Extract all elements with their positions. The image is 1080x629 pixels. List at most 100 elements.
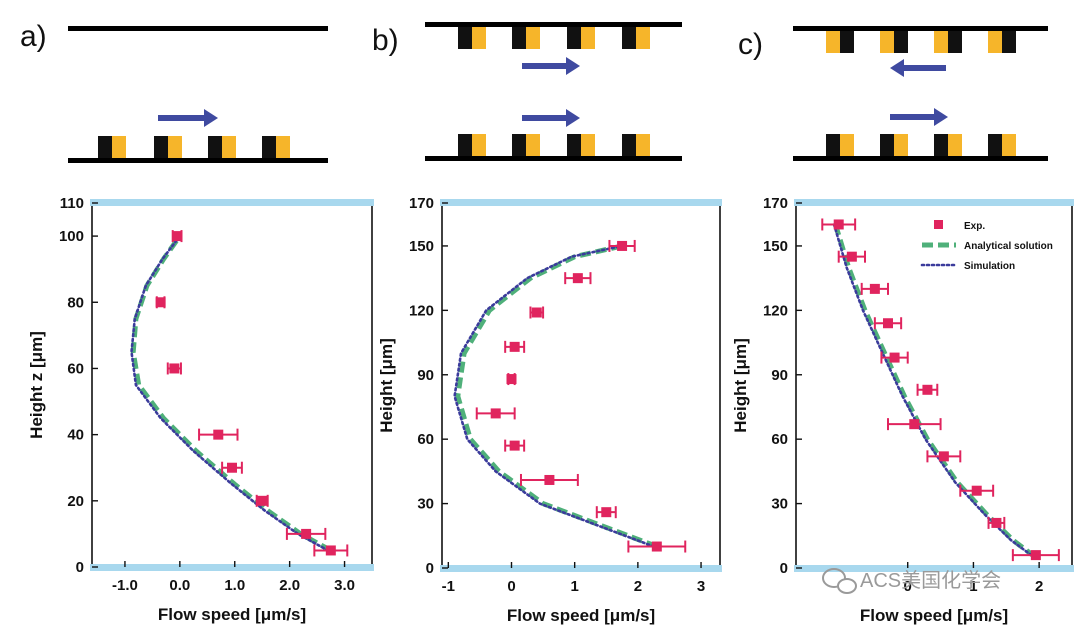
bottom-stripe-1-right xyxy=(472,134,486,156)
y-tick-label: 110 xyxy=(60,195,84,212)
exp-data-point xyxy=(922,384,933,395)
bottom-stripe-3-left xyxy=(208,136,222,158)
top-frame-bar xyxy=(794,199,1074,206)
top-stripe-3-left xyxy=(934,31,948,53)
y-tick-label: 0 xyxy=(426,560,434,577)
wechat-icon xyxy=(822,568,857,594)
exp-data-point xyxy=(909,419,920,430)
simulation-curve xyxy=(453,244,655,548)
bottom-stripe-2-right xyxy=(526,134,540,156)
x-tick-label: 3 xyxy=(697,578,705,595)
exp-data-point xyxy=(833,219,844,230)
bottom-stripe-3-right xyxy=(581,134,595,156)
wechat-icon-bubble-small xyxy=(837,578,857,594)
top-stripe-2-left xyxy=(880,31,894,53)
exp-data-point xyxy=(213,429,224,440)
bottom-flow-arrow-head xyxy=(204,109,218,127)
y-tick-label: 100 xyxy=(59,228,84,245)
exp-data-point xyxy=(1030,550,1041,561)
analytical-solution-curve xyxy=(455,243,658,549)
top-stripe-1-right xyxy=(472,27,486,49)
analytical-solution-curve xyxy=(130,234,333,553)
bottom-stripe-4-right xyxy=(276,136,290,158)
top-wall xyxy=(425,22,682,27)
bottom-frame-bar xyxy=(440,565,722,572)
simulation-curve xyxy=(130,234,330,552)
exp-data-point xyxy=(506,374,517,385)
exp-data-point xyxy=(883,318,893,329)
top-stripe-2-right xyxy=(526,27,540,49)
top-stripe-1-left xyxy=(458,27,472,49)
x-tick-label: -1 xyxy=(442,578,455,595)
x-axis-label: Flow speed [μm/s] xyxy=(507,606,655,625)
bottom-stripe-4-left xyxy=(622,134,636,156)
top-flow-arrow-head xyxy=(890,59,904,77)
exp-data-point xyxy=(651,541,662,552)
exp-data-point xyxy=(155,297,166,308)
exp-data-point xyxy=(509,341,520,352)
bottom-stripe-4-right xyxy=(1002,134,1016,156)
top-frame-bar xyxy=(90,199,374,206)
bottom-stripe-3-right xyxy=(222,136,236,158)
top-stripe-4-left xyxy=(988,31,1002,53)
top-stripe-2-right xyxy=(894,31,908,53)
schematic-c: c) xyxy=(738,26,1048,161)
y-tick-label: 60 xyxy=(417,431,434,448)
legend-label-exp: Exp. xyxy=(964,221,985,232)
x-tick-label: 0.0 xyxy=(169,577,190,594)
exp-data-point xyxy=(617,240,628,251)
exp-data-point xyxy=(301,528,312,539)
top-stripe-3-right xyxy=(948,31,962,53)
bottom-wall xyxy=(68,158,328,163)
y-tick-label: 80 xyxy=(67,294,84,311)
y-tick-label: 0 xyxy=(76,559,84,576)
top-stripe-4-right xyxy=(1002,31,1016,53)
bottom-stripe-1-left xyxy=(98,136,112,158)
top-wall xyxy=(793,26,1048,31)
legend-label-analytical: Analytical solution xyxy=(964,241,1053,252)
x-tick-label: 0 xyxy=(904,578,912,595)
y-tick-label: 120 xyxy=(409,302,434,319)
top-stripe-2-left xyxy=(512,27,526,49)
top-stripe-4-right xyxy=(636,27,650,49)
x-tick-label: 1 xyxy=(571,578,579,595)
bottom-flow-arrow-head xyxy=(934,108,948,126)
exp-data-point xyxy=(169,363,180,374)
x-tick-label: 3.0 xyxy=(334,577,355,594)
bottom-wall xyxy=(425,156,682,161)
bottom-stripe-4-left xyxy=(988,134,1002,156)
exp-data-point xyxy=(325,545,336,556)
exp-data-point xyxy=(889,352,900,363)
top-stripe-1-right xyxy=(840,31,854,53)
exp-data-point xyxy=(971,485,982,496)
wechat-icon-bubble-large xyxy=(822,568,846,588)
exp-data-point xyxy=(172,231,183,242)
exp-data-point xyxy=(601,507,612,518)
bottom-stripe-2-left xyxy=(512,134,526,156)
panel-label-c: c) xyxy=(738,28,763,61)
bottom-frame-bar xyxy=(90,564,374,571)
x-tick-label: -1.0 xyxy=(112,577,138,594)
bottom-stripe-2-left xyxy=(880,134,894,156)
schematic-b: b) xyxy=(372,22,682,161)
bottom-stripe-3-left xyxy=(934,134,948,156)
bottom-stripe-1-right xyxy=(840,134,854,156)
bottom-stripe-3-left xyxy=(567,134,581,156)
exp-data-point xyxy=(257,495,268,506)
y-tick-label: 90 xyxy=(771,367,788,384)
top-stripe-1-left xyxy=(826,31,840,53)
legend-exp-marker xyxy=(934,220,943,229)
bottom-frame-bar xyxy=(794,565,1074,572)
bottom-stripe-2-right xyxy=(894,134,908,156)
bottom-stripe-1-left xyxy=(826,134,840,156)
exp-data-point xyxy=(846,251,857,262)
legend: Exp. Analytical solution Simulation xyxy=(920,220,1053,272)
exp-data-point xyxy=(869,283,880,294)
exp-data-point xyxy=(572,273,583,284)
exp-data-point xyxy=(490,408,501,419)
exp-data-point xyxy=(531,307,542,318)
y-tick-label: 60 xyxy=(771,431,788,448)
top-stripe-3-right xyxy=(581,27,595,49)
y-tick-label: 150 xyxy=(763,238,788,255)
